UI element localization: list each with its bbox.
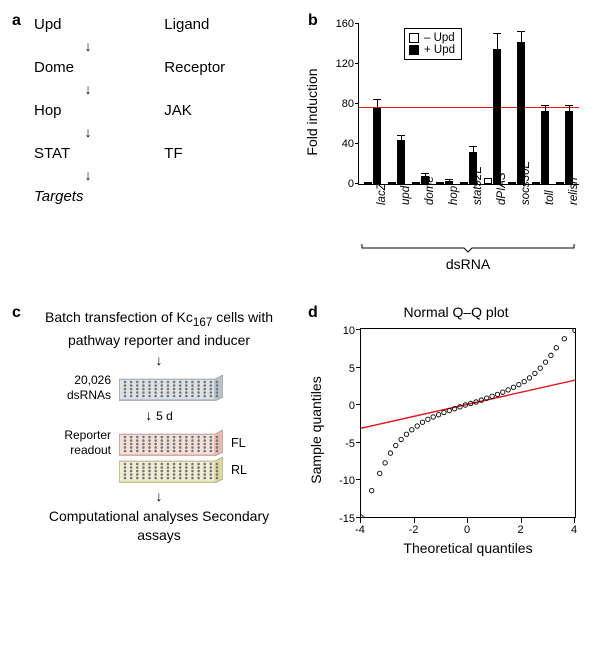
category-label: relish [568, 186, 580, 205]
legend-item-plus: + Upd [409, 44, 455, 56]
x-axis-label: Theoretical quantiles [360, 540, 576, 556]
arrow-icon: ↓ [156, 489, 163, 503]
bar-chart: Fold induction 04080120160 – Upd + Upd l… [316, 16, 596, 266]
bar-group [435, 181, 454, 184]
category-label: toll [544, 186, 556, 205]
legend-label: + Upd [424, 44, 455, 56]
plot-area [358, 24, 579, 185]
pathway-diagram: Upd Ligand ↓ Dome Receptor ↓ Hop JAK ↓ STAT TF ↓ Tar… [34, 16, 284, 205]
panel-b: b Fold induction 04080120160 – Upd + Upd… [308, 12, 596, 286]
pathway-role: Receptor [164, 59, 284, 76]
plate-row-dsrna: 20,026 dsRNAs [59, 373, 259, 402]
error-bar [473, 147, 474, 152]
bar-minus [436, 182, 444, 184]
category-label: dPIAS [496, 186, 508, 205]
bar-plus [445, 181, 453, 184]
x-ticks: -4-2024 [360, 518, 576, 538]
category-label: lacZ [376, 186, 388, 205]
category-label: stat92E [472, 186, 484, 205]
pathway-node: STAT [34, 145, 142, 162]
rl-label: RL [231, 463, 259, 477]
bar-plus [565, 111, 573, 184]
legend-label: – Upd [424, 32, 455, 44]
bar-minus [388, 182, 396, 184]
bar-group [531, 111, 550, 184]
category-label: hop [448, 186, 460, 205]
plate-icon [119, 430, 223, 456]
workflow-step-analysis: Computational analyses Secondary assays [34, 507, 284, 545]
x-axis-title: dsRNA [358, 256, 578, 272]
x-labels: lacZupddomehopstat92EdPIASsocs36Etollrel… [358, 186, 578, 198]
bar-group [363, 108, 382, 184]
workflow-step-transfection: Batch transfection of Kc167 cells with p… [34, 308, 284, 349]
pathway-node: Hop [34, 102, 142, 119]
panel-d: d Normal Q–Q plot Sample quantiles -15-1… [308, 304, 596, 572]
error-bar [569, 106, 570, 111]
bar-group [483, 49, 502, 184]
panel-label-a: a [12, 12, 21, 30]
qq-plot: Sample quantiles -15-10-50510 -4-2024 Th… [316, 322, 596, 572]
arrow-5d: ↓ 5 d [145, 408, 173, 422]
category-label: upd [400, 186, 412, 205]
bar-minus [412, 182, 420, 184]
panel-c: c Batch transfection of Kc167 cells with… [12, 304, 284, 572]
bar-minus [460, 182, 468, 184]
arrow-icon: ↓ [34, 125, 142, 139]
plate-icon [119, 375, 223, 401]
error-bar [521, 32, 522, 42]
reporter-readout: Reporter readout [59, 428, 111, 457]
bar-plus [541, 111, 549, 184]
panel-a: a Upd Ligand ↓ Dome Receptor ↓ Hop JAK ↓ STAT TF ↓ T… [12, 12, 284, 286]
y-ticks: -15-10-50510 [316, 328, 360, 518]
legend-item-minus: – Upd [409, 32, 455, 44]
pathway-role: Ligand [164, 16, 284, 33]
pathway-node: Dome [34, 59, 142, 76]
bar-group [555, 111, 574, 184]
category-label: socs36E [520, 186, 532, 205]
dsrna-count: 20,026 dsRNAs [59, 373, 111, 402]
plate-row-rl: RL [59, 457, 259, 483]
bar-group [387, 140, 406, 184]
plate-icon [119, 457, 223, 483]
panel-label-d: d [308, 304, 318, 322]
bar-minus [532, 182, 540, 184]
error-bar [449, 180, 450, 181]
plate-row-fl: Reporter readout FL [59, 428, 259, 457]
pathway-role: JAK [164, 102, 284, 119]
category-label: dome [424, 186, 436, 205]
bar-plus [397, 140, 405, 184]
bar-minus [484, 178, 492, 184]
error-bar [377, 100, 378, 108]
pathway-node: Targets [34, 188, 142, 205]
arrow-icon: ↓ [34, 82, 142, 96]
pathway-node: Upd [34, 16, 142, 33]
workflow: Batch transfection of Kc167 cells with p… [34, 308, 284, 545]
pathway-role: TF [164, 145, 284, 162]
bar-minus [556, 182, 564, 184]
error-bar [401, 136, 402, 140]
legend-swatch [409, 45, 419, 55]
y-ticks: 04080120160 [316, 24, 358, 184]
error-bar [545, 106, 546, 111]
bar-minus [364, 182, 372, 184]
legend: – Upd + Upd [404, 28, 462, 60]
legend-swatch [409, 33, 419, 43]
error-bar [497, 34, 498, 49]
bar-plus [493, 49, 501, 184]
fl-label: FL [231, 436, 259, 450]
bar-minus [508, 182, 516, 184]
bars [359, 24, 579, 184]
arrow-icon: ↓ [156, 353, 163, 367]
plot-area [360, 328, 576, 518]
bar-plus [373, 108, 381, 184]
arrow-icon: ↓ [34, 39, 142, 53]
panel-label-c: c [12, 304, 21, 322]
chart-title: Normal Q–Q plot [316, 304, 596, 320]
arrow-icon: ↓ [34, 168, 142, 182]
x-bracket [358, 244, 578, 254]
